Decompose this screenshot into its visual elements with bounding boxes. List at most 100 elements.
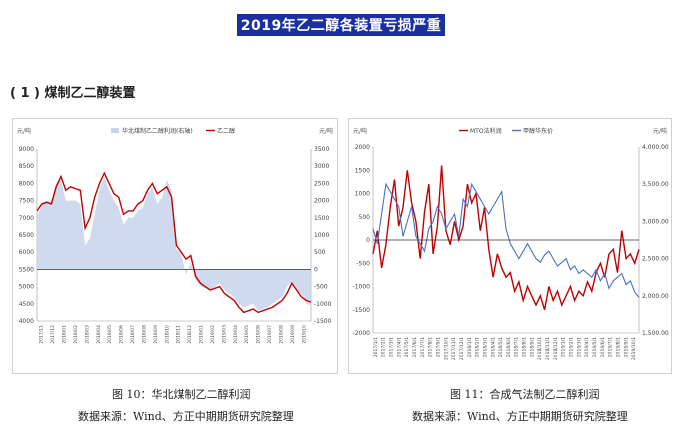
series-line-0 [372,165,640,311]
right-tick-label: 3500 [314,146,329,153]
right-tick-label: 3,000.00 [642,218,669,225]
right-tick-label: 0 [314,266,318,273]
x-tick-label: 2019/5/1 [592,337,598,357]
right-tick-label: 2000 [314,198,329,205]
right-axis-unit: 元/吨 [653,127,667,135]
x-tick-label: 2017/9/1 [436,337,442,357]
x-tick-label: 2019/7/1 [608,337,614,357]
x-tick-label: 2018/6/1 [506,337,512,357]
x-tick-label: 2018/9/1 [529,337,535,357]
x-tick-label: 2017/8/1 [428,337,434,357]
left-tick-label: 1500 [355,167,370,174]
x-tick-label: 2017/2/1 [381,337,387,357]
section-heading: ( 1 ) 煤制乙二醇装置 [10,86,136,101]
right-tick-label: 2,000.00 [642,293,669,300]
left-tick-label: 500 [359,214,371,221]
x-tick-label: 2018/02 [73,325,79,344]
right-tick-label: 1000 [314,232,329,239]
x-tick-label: 2018/1/1 [467,337,473,357]
x-tick-label: 2017/12/1 [459,337,465,360]
x-tick-label: 2018/06 [119,325,125,344]
x-tick-label: 2018/12 [187,325,193,344]
legend-label: 华北煤制乙二醇利润(右轴) [122,127,193,135]
x-tick-label: 2017/3/1 [389,337,395,357]
right-tick-label: -1500 [314,318,332,325]
x-tick-label: 2019/1/1 [561,337,567,357]
x-tick-label: 2017/12 [50,325,56,344]
chart2-svg: 元/吨 元/吨 -2000 -1500 -1000 -500 0 500 1000 1500 200… [353,127,669,360]
right-tick-label: 1500 [314,215,329,222]
left-tick-label: 5500 [19,266,34,273]
left-tick-label: 8000 [19,180,34,187]
x-tick-label: 2019/05 [244,325,250,344]
legend-label: MTO法利润 [470,127,502,135]
right-tick-label: 3000 [314,163,329,170]
x-tick-label: 2018/04 [96,325,102,344]
x-tick-label: 2018/3/1 [482,337,488,357]
left-tick-label: 7500 [19,198,34,205]
x-tick-label: 2017/6/1 [412,337,418,357]
right-axis-unit: 元/吨 [319,127,333,135]
left-axis-unit: 元/吨 [353,127,367,135]
right-tick-label: -500 [314,284,328,291]
x-tick-label: 2019/02 [210,325,216,344]
x-tick-label: 2019/01 [199,325,205,344]
x-tick-label: 2018/10 [164,325,170,344]
left-tick-label: -2000 [353,330,371,337]
right-tick-label: -1000 [314,301,332,308]
x-tick-label: 2019/10 [301,325,307,344]
left-tick-label: 6000 [19,249,34,256]
x-tick-label: 2019/4/1 [584,337,590,357]
x-tick-label: 2018/10/1 [537,337,543,360]
left-tick-label: -500 [356,260,370,267]
x-tick-label: 2018/01 [62,325,68,344]
x-tick-label: 2018/7/1 [514,337,520,357]
series-line-1 [36,171,312,314]
left-tick-label: 4000 [19,318,34,325]
x-tick-label: 2018/05 [107,325,113,344]
right-tick-label: 4,000.00 [642,144,669,151]
x-tick-label: 2018/8/1 [522,337,528,357]
x-tick-label: 2018/4/1 [490,337,496,357]
left-tick-label: 2000 [355,144,370,151]
x-tick-label: 2018/09 [153,325,159,344]
x-tick-label: 2019/6/1 [600,337,606,357]
x-tick-label: 2019/06 [256,325,262,344]
chart1-caption: 图 10：华北煤制乙二醇利润 [112,388,251,401]
x-tick-label: 2018/03 [84,325,90,344]
left-tick-label: -1500 [353,307,371,314]
right-tick-label: 1,500.00 [642,330,669,337]
x-tick-label: 2019/09 [290,325,296,344]
x-tick-label: 2019/07 [267,325,273,344]
chart-coal-ethylene-glycol-profit: 元/吨 元/吨 4000 4500 5000 5500 6000 6500 7000 7500 80… [12,118,338,374]
left-tick-label: 0 [366,237,370,244]
right-tick-label: 2,500.00 [642,256,669,263]
x-tick-label: 2017/5/1 [404,337,410,357]
chart1-svg: 元/吨 元/吨4000450050005500600065007000750080… [17,127,333,344]
chart-syngas-ethylene-glycol-profit: 元/吨 元/吨 -2000 -1500 -1000 -500 0 500 1000 1500 200… [348,118,672,374]
x-tick-label: 2019/3/1 [576,337,582,357]
legend-label: 甲醇华东价 [523,127,553,135]
legend-swatch [111,128,119,133]
chart2-caption: 图 11：合成气法制乙二醇利润 [450,388,600,401]
right-tick-label: 2500 [314,180,329,187]
x-tick-label: 2017/11 [39,325,45,344]
x-tick-label: 2018/11/1 [545,337,551,360]
x-tick-label: 2019/10/1 [631,337,637,360]
left-tick-label: -1000 [353,284,371,291]
x-tick-label: 2019/8/1 [615,337,621,357]
x-tick-label: 2018/12/1 [553,337,559,360]
page-title: 2019年乙二醇各装置亏损严重 [236,14,446,36]
left-tick-label: 9000 [19,146,34,153]
left-tick-label: 6500 [19,232,34,239]
x-tick-label: 2019/04 [233,325,239,344]
left-tick-label: 1000 [355,191,370,198]
x-tick-label: 2018/11 [176,325,182,344]
legend-label: 乙二醇 [217,127,235,135]
chart2-source: 数据来源：Wind、方正中期期货研究院整理 [412,410,628,423]
left-tick-label: 5000 [19,284,34,291]
left-axis-unit: 元/吨 [17,127,31,135]
x-tick-label: 2018/5/1 [498,337,504,357]
x-tick-label: 2017/4/1 [396,337,402,357]
series-area-0 [37,176,311,311]
